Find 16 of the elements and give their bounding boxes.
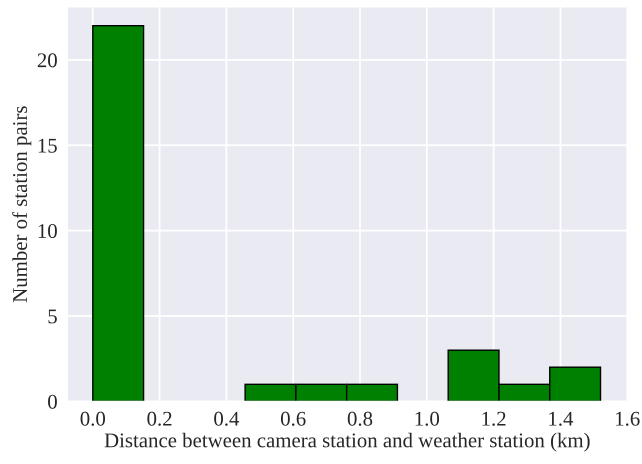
y-tick-label: 15	[38, 138, 57, 153]
x-tick-label: 1.0	[416, 412, 440, 426]
y-tick-label: 0	[48, 394, 57, 409]
x-tick-label: 0.0	[80, 412, 106, 426]
x-tick-label: 1.2	[482, 412, 506, 426]
x-tick-label: 1.6	[616, 412, 640, 426]
x-axis-title: Distance between camera station and weather station (km)	[104, 432, 590, 452]
y-tick-label: 20	[38, 53, 57, 68]
x-tick-label: 0.2	[147, 412, 172, 426]
x-tick-label: 0.4	[214, 412, 240, 426]
y-tick-label: 10	[38, 224, 57, 238]
y-axis-title: Number of station pairs	[12, 106, 32, 302]
y-tick-label: 5	[48, 310, 57, 324]
x-tick-label: 1.4	[549, 412, 574, 426]
x-tick-label: 0.8	[348, 412, 372, 426]
x-tick-label: 0.6	[280, 412, 306, 426]
